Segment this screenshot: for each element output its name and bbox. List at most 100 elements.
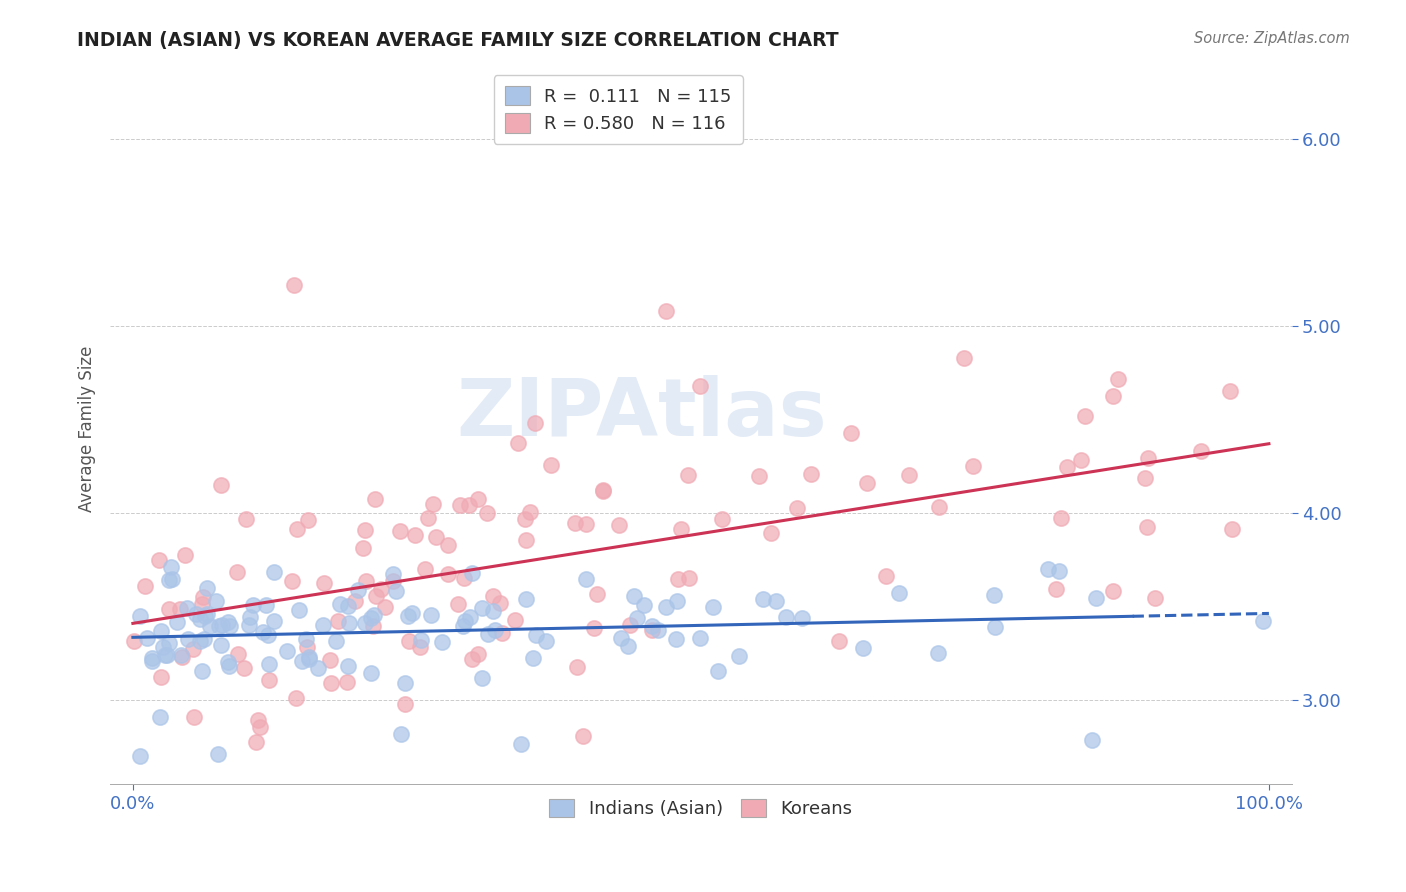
Point (157, 602, 180, 616)
Point (321, 676, 343, 690)
Point (190, 664, 212, 678)
Point (447, 598, 470, 612)
Point (1085, 591, 1108, 605)
Point (1144, 591, 1167, 605)
Point (477, 627, 499, 641)
Point (640, 623, 662, 637)
Point (370, 582, 392, 596)
Point (458, 498, 481, 512)
Point (211, 617, 233, 632)
Point (217, 655, 239, 669)
Point (654, 600, 676, 615)
Point (461, 652, 484, 666)
Point (360, 666, 382, 681)
Point (363, 607, 385, 622)
Point (249, 720, 271, 734)
Point (765, 594, 787, 608)
Point (346, 582, 368, 597)
Point (336, 674, 359, 689)
Point (586, 587, 609, 601)
Point (319, 653, 342, 667)
Point (298, 649, 321, 664)
Point (582, 621, 605, 635)
Point (1074, 409, 1097, 423)
Point (141, 654, 163, 668)
Point (669, 522, 692, 536)
Point (1137, 450, 1160, 465)
Point (409, 640, 432, 654)
Point (1189, 444, 1212, 458)
Point (665, 632, 688, 646)
Point (183, 642, 205, 657)
Point (983, 588, 1005, 602)
Point (257, 673, 280, 688)
Point (1070, 453, 1092, 467)
Point (157, 573, 180, 587)
Point (453, 571, 475, 585)
Point (396, 609, 419, 624)
Point (489, 596, 512, 610)
Point (150, 624, 173, 638)
Point (401, 606, 423, 620)
Point (1080, 732, 1102, 747)
Point (194, 609, 217, 624)
Point (1056, 459, 1078, 474)
Point (1101, 584, 1123, 599)
Point (311, 618, 333, 632)
Point (291, 654, 314, 668)
Point (285, 522, 308, 536)
Point (195, 581, 218, 595)
Point (398, 633, 420, 648)
Point (1107, 372, 1129, 386)
Point (1219, 384, 1241, 399)
Point (775, 610, 797, 624)
Point (208, 619, 231, 633)
Point (135, 632, 157, 646)
Point (128, 609, 150, 624)
Point (155, 648, 177, 662)
Point (752, 591, 775, 606)
Point (352, 541, 374, 556)
Point (609, 632, 631, 646)
Point (534, 634, 557, 648)
Point (633, 598, 655, 612)
Point (288, 602, 311, 616)
Point (193, 632, 215, 646)
Point (855, 476, 877, 491)
Point (471, 601, 494, 615)
Point (927, 646, 949, 660)
Point (491, 626, 513, 640)
Point (575, 572, 598, 586)
Point (592, 483, 614, 498)
Y-axis label: Average Family Size: Average Family Size (79, 345, 96, 512)
Point (162, 572, 184, 586)
Point (748, 468, 770, 483)
Point (607, 517, 630, 532)
Point (256, 628, 278, 642)
Point (169, 601, 191, 615)
Point (419, 608, 441, 623)
Point (382, 567, 405, 582)
Point (1135, 471, 1157, 485)
Point (828, 634, 851, 648)
Point (626, 611, 648, 625)
Point (689, 379, 711, 393)
Point (252, 624, 274, 639)
Point (875, 569, 897, 583)
Point (430, 635, 453, 649)
Point (617, 640, 640, 654)
Point (353, 615, 375, 630)
Point (354, 574, 377, 589)
Point (263, 614, 285, 628)
Point (481, 604, 503, 618)
Point (484, 623, 506, 637)
Point (790, 610, 813, 624)
Point (702, 600, 724, 615)
Point (482, 589, 505, 603)
Point (325, 633, 347, 648)
Point (852, 640, 875, 655)
Point (361, 618, 384, 632)
Point (425, 530, 447, 544)
Point (242, 599, 264, 613)
Point (285, 690, 308, 705)
